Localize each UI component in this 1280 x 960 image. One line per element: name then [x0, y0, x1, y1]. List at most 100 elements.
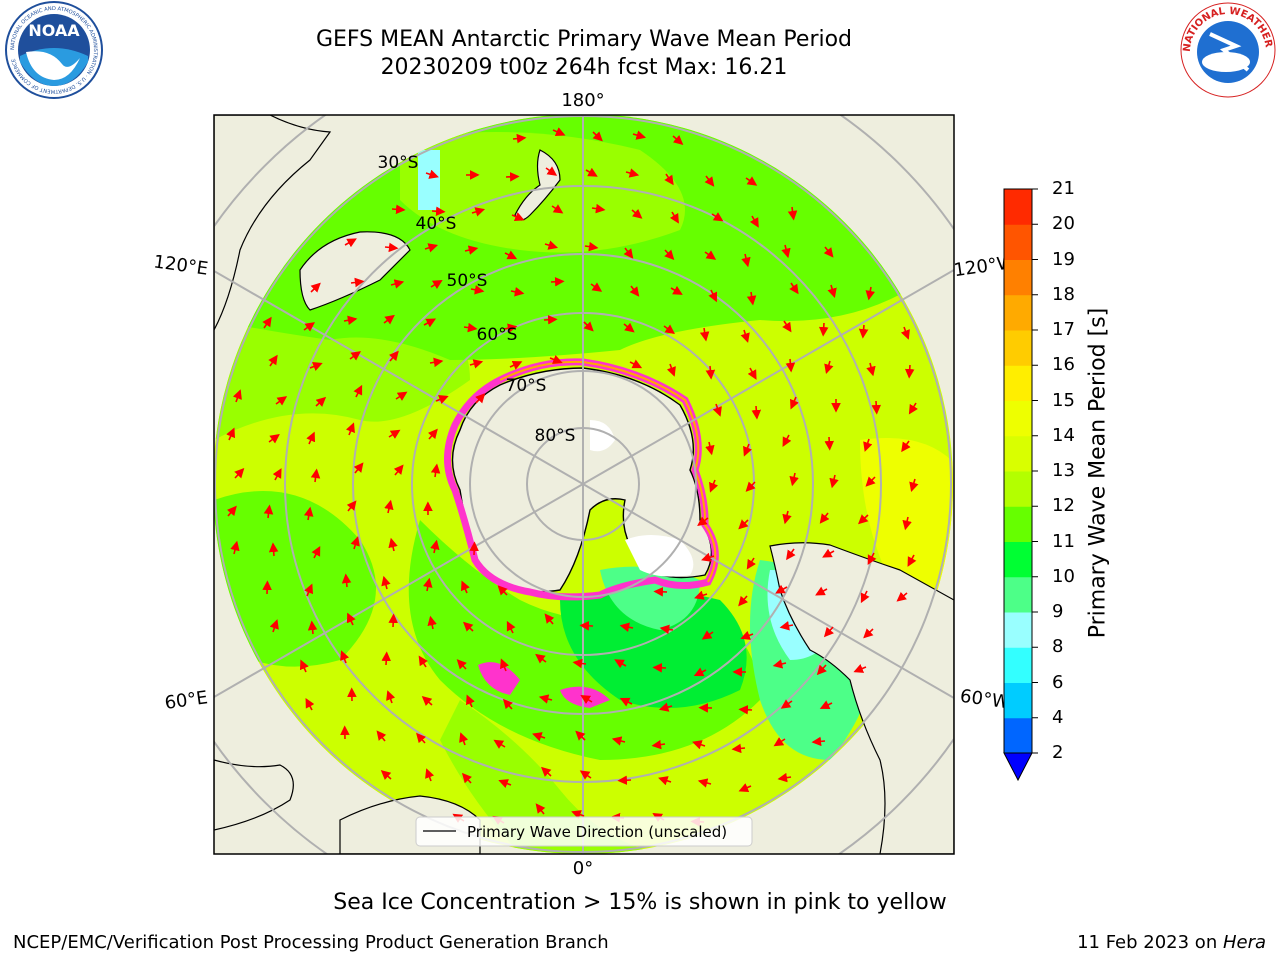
wave-arrow [790, 396, 799, 410]
wave-arrow [866, 362, 876, 377]
wave-arrow [340, 650, 350, 664]
wave-arrow [456, 659, 467, 670]
wave-direction-arrows [226, 127, 919, 827]
wave-arrow [583, 321, 594, 332]
wave-arrow [782, 320, 792, 333]
wave-arrow [629, 285, 640, 297]
wave-arrow [304, 583, 313, 597]
colorbar-segment [1004, 471, 1032, 507]
wave-arrow [263, 504, 274, 519]
colorbar-segment [1004, 224, 1032, 260]
colorbar-tick-label: 19 [1052, 248, 1075, 270]
wave-arrow [390, 279, 405, 289]
wave-arrow [464, 245, 479, 255]
wave-arrow [585, 167, 598, 177]
lon-label-60e: 60°E [163, 687, 209, 714]
wave-arrow [384, 242, 399, 253]
wave-arrow [388, 537, 398, 552]
wave-arrow [863, 438, 873, 452]
wave-arrow [418, 655, 428, 668]
wave-arrow [381, 651, 392, 666]
colorbar-tick-label: 2 [1052, 742, 1064, 763]
wave-arrow [822, 548, 835, 558]
colorbar-tick-label: 21 [1052, 178, 1075, 199]
wave-arrow [775, 584, 788, 594]
colorbar-tick-label: 4 [1052, 706, 1064, 728]
colorbar-tick-label: 15 [1052, 389, 1075, 411]
graticule [214, 115, 954, 854]
wave-arrow [651, 739, 666, 750]
wave-arrow [572, 658, 587, 669]
wave-arrow [469, 541, 479, 556]
wave-arrow [552, 127, 566, 136]
wave-arrow [749, 215, 759, 228]
wave-arrow [511, 212, 525, 222]
wave-arrow [435, 395, 449, 404]
wave-arrow [461, 580, 470, 594]
wave-arrow [268, 433, 280, 444]
colorbar-tick-label: 18 [1052, 283, 1075, 305]
wave-arrow [653, 587, 668, 597]
wave-arrow [545, 166, 558, 176]
wave-arrow [629, 359, 643, 369]
wave-arrow [427, 615, 437, 630]
noaa-logo: NOAA NATIONAL OCEANIC AND ATMOSPHERIC AD… [5, 1, 103, 99]
footer-credit: NCEP/EMC/Verification Post Processing Pr… [13, 932, 609, 953]
wave-arrow [551, 204, 564, 214]
coastlines [214, 115, 954, 854]
wave-arrow [697, 778, 712, 788]
wave-arrow [632, 130, 647, 140]
wave-arrow [315, 396, 327, 407]
wave-arrow [787, 206, 798, 221]
colorbar-tick-label: 8 [1052, 636, 1064, 658]
colorbar-tick-label: 20 [1052, 213, 1075, 235]
footer-host: Hera [1222, 932, 1266, 953]
wave-arrow [786, 548, 796, 561]
lat-label-70s: 70°S [506, 376, 547, 396]
wave-arrow [829, 474, 839, 489]
colorbar-under-triangle [1003, 752, 1033, 782]
wave-arrow [549, 355, 563, 364]
colorbar-tick-label: 6 [1052, 671, 1064, 693]
wave-arrow [380, 770, 392, 780]
wave-arrow [909, 478, 919, 493]
wave-arrow [614, 659, 627, 669]
wave-arrow [268, 354, 278, 367]
wave-arrow [305, 697, 315, 711]
map-frame [213, 114, 955, 855]
wave-arrow [345, 422, 355, 436]
wave-arrow [712, 403, 722, 417]
wave-arrow [393, 464, 404, 476]
footer-date: 11 Feb 2023 on Hera [1077, 932, 1266, 953]
wave-arrow [705, 441, 715, 456]
colorbar-segment [1004, 717, 1032, 754]
wave-arrow [575, 730, 586, 741]
lon-label-60w: 60°W [959, 686, 1011, 714]
colorbar-segment [1004, 330, 1032, 366]
colorbar-segment [1004, 435, 1032, 472]
colorbar-tick-label: 10 [1052, 565, 1075, 587]
wave-arrow [789, 472, 799, 487]
wave-arrow [341, 573, 352, 588]
wave-arrow [751, 405, 762, 420]
wave-arrow [470, 285, 485, 295]
wave-arrow [310, 282, 321, 293]
wave-arrow [819, 512, 830, 524]
lon-label-120e: 120°E [152, 251, 209, 279]
wave-arrow [824, 360, 834, 375]
wave-arrow [781, 244, 791, 259]
lat-label-50s: 50°S [447, 271, 488, 291]
wave-arrow [544, 613, 555, 625]
wave-arrow [901, 440, 911, 453]
lat-label-30s: 30°S [378, 153, 419, 173]
wave-arrow [299, 659, 309, 673]
wave-arrow [384, 499, 394, 514]
colorbar-segment [1004, 294, 1032, 331]
wave-arrow [376, 730, 387, 742]
chart-subtitle: 20230209 t00z 264h fcst Max: 16.21 [380, 55, 788, 80]
colorbar-segment [1004, 612, 1032, 648]
wave-arrow [896, 591, 908, 602]
wave-arrow [617, 775, 632, 786]
lat-label-60s: 60°S [477, 325, 518, 345]
wave-arrow [425, 169, 439, 179]
